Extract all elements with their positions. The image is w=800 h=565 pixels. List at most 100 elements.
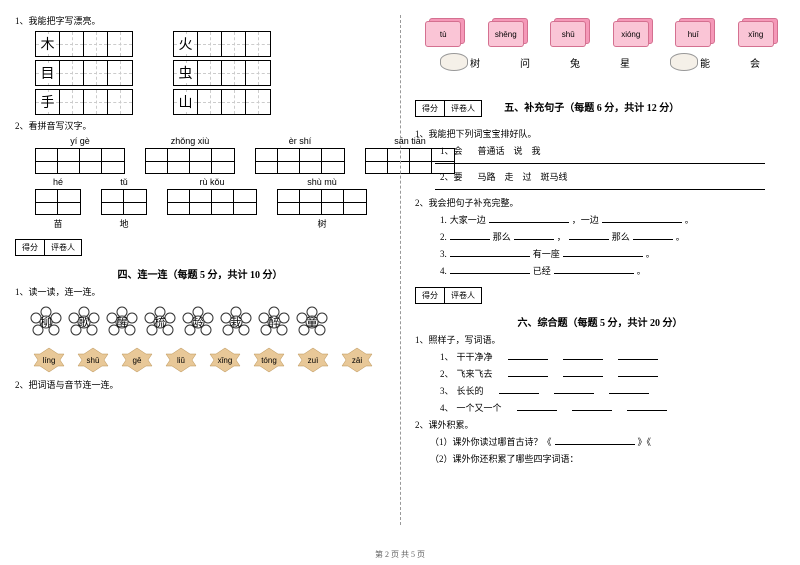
pinyin-card: xióng [613, 18, 655, 48]
pinyin-item: yí gè [35, 136, 125, 174]
example-item: 4、一个又一个 [440, 401, 785, 414]
pinyin-card: xīng [738, 18, 780, 48]
pinyin-item: èr shí [255, 136, 345, 174]
blank[interactable] [499, 384, 539, 394]
blank[interactable] [514, 230, 554, 240]
blank[interactable] [563, 247, 643, 257]
pinyin-label: tǔ [120, 177, 128, 187]
left-column: 1、我能把字写漂亮。 木 火 目 虫 手 山 2、看拼音写汉字。 yí gèzh… [0, 0, 400, 565]
answer-box[interactable] [255, 148, 345, 174]
example-item: 1、干干净净 [440, 350, 785, 363]
fill-item: 3.有一座。 [440, 247, 785, 260]
q4-1: 1、读一读，连一连。 [15, 285, 385, 298]
blank[interactable] [508, 367, 548, 377]
answer-line[interactable] [435, 189, 765, 190]
answer-box[interactable] [35, 148, 125, 174]
blank[interactable] [618, 367, 658, 377]
flowers-row: 柳歌醒梳龄栽醉童 [30, 306, 385, 338]
flower-icon: 梳 [144, 306, 176, 338]
page-footer: 第 2 页 共 5 页 [0, 549, 800, 560]
answer-box[interactable] [101, 189, 147, 215]
pinyin-item: tǔ 地 [101, 177, 147, 230]
flower-icon: 醉 [258, 306, 290, 338]
blank[interactable] [618, 350, 658, 360]
score-label: 得分 [16, 240, 45, 255]
flower-char: 醉 [269, 314, 280, 330]
char: 火 [179, 34, 193, 54]
leaf-pinyin: zāi [352, 356, 362, 365]
answer-box[interactable] [35, 189, 81, 215]
pinyin-card: shū [550, 18, 592, 48]
char-item: 问 [520, 53, 530, 71]
blank[interactable] [517, 401, 557, 411]
blank[interactable] [627, 401, 667, 411]
flower-icon: 柳 [30, 306, 62, 338]
char-item: 会 [750, 53, 760, 71]
blank[interactable] [609, 384, 649, 394]
flower-icon: 童 [296, 306, 328, 338]
leaf-icon: líng [30, 346, 68, 374]
blank[interactable] [633, 230, 673, 240]
q6-2-2: （2）课外你还积累了哪些四字词语： [430, 452, 785, 465]
blank[interactable] [554, 264, 634, 274]
fill-item: 2.那么，那么。 [440, 230, 785, 243]
blank[interactable] [554, 384, 594, 394]
blank[interactable] [489, 213, 569, 223]
leaf-icon: zāi [338, 346, 376, 374]
grader-label: 评卷人 [45, 240, 81, 255]
char-hint: 树 [317, 217, 326, 230]
pinyin-label: shù mù [307, 177, 337, 187]
section-6-title: 六、综合题（每题 5 分，共计 20 分） [415, 314, 785, 329]
flower-char: 歌 [79, 314, 90, 330]
pillow-icon [440, 53, 468, 71]
leaf-pinyin: liǔ [177, 356, 185, 365]
flower-icon: 醒 [106, 306, 138, 338]
leaf-icon: zuì [294, 346, 332, 374]
example-item: 3、长长的 [440, 384, 785, 397]
leaf-icon: liǔ [162, 346, 200, 374]
answer-line[interactable] [435, 163, 765, 164]
blank[interactable] [450, 264, 530, 274]
blank[interactable] [569, 230, 609, 240]
answer-box[interactable] [145, 148, 235, 174]
leaf-icon: xǐng [206, 346, 244, 374]
char: 手 [41, 92, 55, 112]
answer-box[interactable] [277, 189, 367, 215]
fill-item: 1.大家一边，一边。 [440, 213, 785, 226]
char-hint: 地 [119, 217, 128, 230]
char-item: 树 [440, 53, 480, 71]
pinyin-card: tù [425, 18, 467, 48]
leaf-icon: shū [74, 346, 112, 374]
blank[interactable] [602, 213, 682, 223]
q6-2: 2、课外积累。 [415, 418, 785, 431]
pinyin-item: hé苗 [35, 177, 81, 230]
pillow-icon [670, 53, 698, 71]
card-text: tù [425, 21, 461, 47]
score-box: 得分 评卷人 [415, 100, 482, 117]
blank[interactable] [555, 435, 635, 445]
card-text: xióng [613, 21, 649, 47]
q6-1: 1、照样子，写词语。 [415, 333, 785, 346]
blank[interactable] [450, 247, 530, 257]
fill-item: 4.已经。 [440, 264, 785, 277]
flower-char: 醒 [117, 314, 128, 330]
card-text: huī [675, 21, 711, 47]
flower-icon: 龄 [182, 306, 214, 338]
blank[interactable] [450, 230, 490, 240]
right-column: tùshēngshūxiónghuīxīng 树问兔星能会 得分 评卷人 五、补… [400, 0, 800, 565]
pinyin-row-1: yí gèzhǒng xiùèr shísān tiān [35, 136, 385, 174]
char-hint: 苗 [53, 217, 62, 230]
pinyin-label: èr shí [289, 136, 312, 146]
section-4-title: 四、连一连（每题 5 分，共计 10 分） [15, 266, 385, 281]
section-5-title: 五、补充句子（每题 6 分，共计 12 分） [504, 99, 679, 114]
answer-box[interactable] [167, 189, 257, 215]
blank[interactable] [572, 401, 612, 411]
blank[interactable] [563, 350, 603, 360]
grid-box: 火 [173, 31, 271, 57]
q6-2-1: （1）课外你读过哪首古诗？《》《 [430, 435, 785, 448]
blank[interactable] [508, 350, 548, 360]
blank[interactable] [563, 367, 603, 377]
flower-char: 柳 [41, 314, 52, 330]
flower-char: 龄 [193, 314, 204, 330]
pinyin-item: shù mù 树 [277, 177, 367, 230]
